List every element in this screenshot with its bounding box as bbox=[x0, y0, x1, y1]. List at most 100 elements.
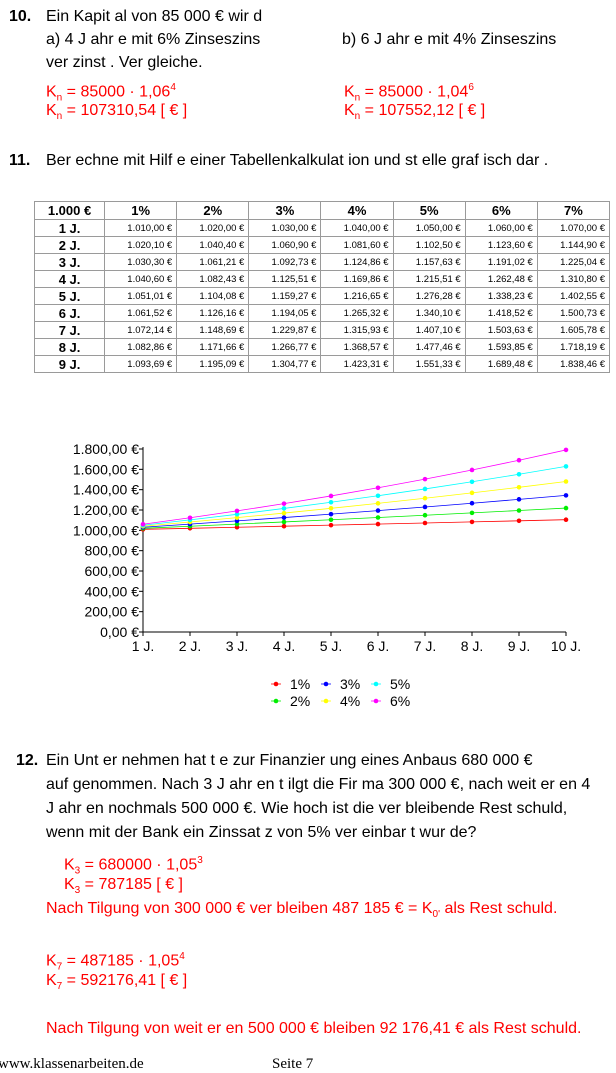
table-cell: 1.266,77 € bbox=[248, 338, 322, 356]
table-cell: 1.104,08 € bbox=[176, 287, 250, 305]
table-cell: 1.030,00 € bbox=[248, 219, 322, 237]
task-12-line-3: J ahr en nochmals 500 000 €. Wie hoch is… bbox=[46, 800, 568, 817]
table-cell: 1.020,10 € bbox=[104, 236, 178, 254]
data-point bbox=[375, 501, 381, 506]
y-tick-label: 1.000,00 € bbox=[73, 522, 139, 538]
legend-swatch bbox=[323, 698, 329, 704]
data-point bbox=[563, 464, 569, 469]
footer-website: www.klassenarbeiten.de bbox=[0, 1056, 144, 1072]
data-point bbox=[328, 506, 334, 511]
table-cell: 1.040,60 € bbox=[104, 270, 178, 288]
data-point bbox=[516, 471, 522, 477]
data-point bbox=[375, 485, 381, 491]
x-tick-label: 9 J. bbox=[508, 638, 531, 654]
data-point bbox=[281, 523, 287, 529]
table-cell: 1.061,52 € bbox=[104, 304, 178, 322]
data-point bbox=[187, 515, 193, 521]
table-cell: 1.718,19 € bbox=[536, 338, 611, 356]
table-cell: 1.020,00 € bbox=[176, 219, 250, 237]
series-line bbox=[142, 449, 567, 525]
table-cell: 1.216,65 € bbox=[320, 287, 394, 305]
table-cell: 1.310,80 € bbox=[536, 270, 611, 288]
data-point bbox=[375, 493, 381, 499]
table-cell: 1.838,46 € bbox=[536, 355, 611, 373]
table-cell: 1.418,52 € bbox=[464, 304, 538, 322]
table-cell: 1.551,33 € bbox=[392, 355, 466, 373]
legend-label: 6% bbox=[390, 693, 410, 709]
task-11-text: Ber echne mit Hilf e einer Tabellenkalku… bbox=[46, 152, 549, 169]
table-row: 1 J. 1.010,00 €1.020,00 €1.030,00 €1.040,… bbox=[33, 219, 611, 237]
legend-swatch bbox=[373, 698, 379, 704]
table-row: 5 J. 1.051,01 €1.104,08 €1.159,27 €1.216,… bbox=[33, 287, 611, 305]
data-point bbox=[422, 520, 428, 526]
table-cell: 1.171,66 € bbox=[176, 338, 250, 356]
footer-page-number: Seite 7 bbox=[272, 1056, 314, 1072]
table-cell: 1.315,93 € bbox=[320, 321, 394, 339]
data-point bbox=[375, 521, 381, 527]
table-cell: 1.010,00 € bbox=[104, 219, 178, 237]
y-tick-label: 1.200,00 € bbox=[73, 502, 139, 518]
task-10-part-a: a) 4 J ahr e mit 6% Zinseszins bbox=[46, 31, 261, 48]
task-12-note-1: Nach Tilgung von 300 000 € ver bleiben 4… bbox=[46, 900, 558, 921]
data-point bbox=[281, 515, 287, 520]
table-row: 3 J. 1.030,30 €1.061,21 €1.092,73 €1.124,… bbox=[33, 253, 611, 271]
y-tick-label: 1.800,00 € bbox=[73, 441, 139, 457]
data-point bbox=[234, 515, 240, 520]
data-point bbox=[422, 504, 428, 510]
compound-interest-chart: 0,00 € 200,00 € 400,00 € 600,00 € 800,00 € 1.… bbox=[73, 441, 581, 709]
series-line bbox=[142, 494, 567, 528]
task-10-line3: ver zinst . Ver gleiche. bbox=[46, 54, 203, 71]
task-10-part-b: b) 6 J ahr e mit 4% Zinseszins bbox=[342, 31, 557, 48]
table-cell: 1.092,73 € bbox=[248, 253, 322, 271]
table-cell: 1.125,51 € bbox=[248, 270, 322, 288]
table-cell: 1.159,27 € bbox=[248, 287, 322, 305]
data-point bbox=[563, 447, 569, 453]
x-tick-label: 5 J. bbox=[320, 638, 343, 654]
task-10-b-formula: Kn = 85000 · 1,046 bbox=[344, 82, 474, 104]
task-10-intro: Ein Kapit al von 85 000 € wir d bbox=[46, 8, 263, 25]
table-cell: 1.060,90 € bbox=[248, 236, 322, 254]
task-12-formula-2: K3 = 787185 [ € ] bbox=[64, 876, 183, 897]
data-point bbox=[281, 506, 287, 511]
table-cell: 1.157,63 € bbox=[392, 253, 466, 271]
data-point bbox=[234, 518, 240, 524]
table-cell: 1.338,23 € bbox=[464, 287, 538, 305]
legend-swatch bbox=[273, 698, 279, 704]
task-11-number: 11. bbox=[9, 152, 31, 169]
data-point bbox=[422, 512, 428, 518]
legend-label: 5% bbox=[390, 676, 410, 692]
table-cell: 1.082,43 € bbox=[176, 270, 250, 288]
table-cell: 1.050,00 € bbox=[392, 219, 466, 237]
table-cell: 1.423,31 € bbox=[320, 355, 394, 373]
y-tick-label: 0,00 € bbox=[100, 624, 139, 640]
data-point bbox=[281, 519, 287, 525]
table-cell: 1.215,51 € bbox=[392, 270, 466, 288]
table-cell: 1.030,30 € bbox=[104, 253, 178, 271]
table-header-row: 1.000 € 1% 2% 3% 4% 5% 6% 7% bbox=[33, 201, 611, 220]
table-cell: 1.169,86 € bbox=[320, 270, 394, 288]
table-cell: 1.148,69 € bbox=[176, 321, 250, 339]
data-point bbox=[563, 493, 569, 498]
task-12-line-4: wenn mit der Bank ein Zinssat z von 5% v… bbox=[46, 824, 477, 841]
task-12-line-2: auf genommen. Nach 3 J ahr en t ilgt die… bbox=[46, 776, 591, 793]
table-row-label: 7 J. bbox=[33, 321, 106, 339]
data-point bbox=[422, 486, 428, 492]
table-row: 9 J. 1.093,69 €1.195,09 €1.304,77 €1.423,… bbox=[33, 355, 611, 373]
series-line bbox=[142, 481, 567, 527]
data-point bbox=[516, 484, 522, 490]
table-cell: 1.477,46 € bbox=[392, 338, 466, 356]
table-cell: 1.262,48 € bbox=[464, 270, 538, 288]
table-cell: 1.123,60 € bbox=[464, 236, 538, 254]
table-cell: 1.229,87 € bbox=[248, 321, 322, 339]
data-point bbox=[469, 519, 475, 525]
y-tick-label: 1.600,00 € bbox=[73, 461, 139, 477]
table-row-label: 4 J. bbox=[33, 270, 106, 288]
series-line bbox=[142, 519, 567, 530]
table-col-header: 1% bbox=[104, 201, 178, 220]
table-cell: 1.072,14 € bbox=[104, 321, 178, 339]
data-point bbox=[469, 490, 475, 496]
x-tick-label: 1 J. bbox=[132, 638, 155, 654]
data-point bbox=[516, 457, 522, 463]
table-cell: 1.605,78 € bbox=[536, 321, 611, 339]
table-col-header: 4% bbox=[320, 201, 394, 220]
